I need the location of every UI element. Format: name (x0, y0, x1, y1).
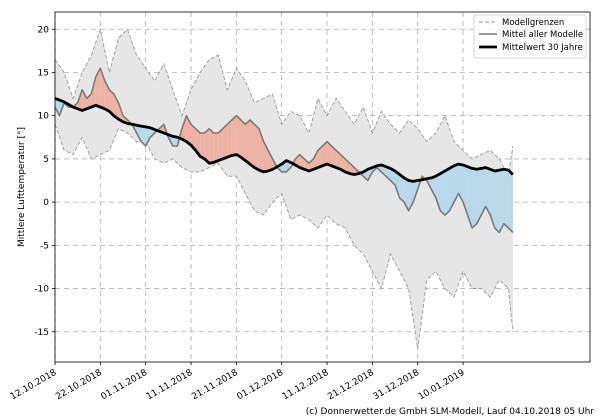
envelope-upper-line (54, 27, 514, 178)
y-tick-label: -10 (34, 285, 49, 295)
warm-anomaly-area (200, 132, 205, 159)
warm-anomaly-area (181, 115, 187, 142)
cold-anomaly-area (503, 169, 509, 229)
legend: Modellgrenzen Mittel aller Modelle Mitte… (473, 14, 587, 59)
warm-anomaly-area (340, 154, 346, 172)
x-tick-label: 11.11.2018 (145, 368, 195, 403)
warm-anomaly-area (227, 120, 232, 158)
cold-anomaly-area (472, 168, 477, 229)
cold-anomaly-area (172, 136, 178, 146)
warm-anomaly-area (109, 89, 114, 116)
y-axis: -15 -10 -5 0 5 10 15 20 (34, 25, 55, 338)
cold-anomaly-area (449, 165, 454, 211)
x-tick-label: 21.12.2018 (326, 368, 376, 403)
warm-anomaly-area (308, 158, 314, 172)
cold-anomaly-area (494, 170, 500, 233)
warm-anomaly-area (218, 128, 223, 161)
x-tick-label: 22.10.2018 (54, 368, 104, 403)
cold-anomaly-area (399, 174, 405, 203)
cold-anomaly-area (481, 167, 486, 216)
warm-anomaly-area (317, 145, 323, 168)
cold-anomaly-area (381, 164, 386, 177)
x-tick-label: 12.10.2018 (9, 368, 59, 403)
cold-anomaly-area (55, 98, 60, 116)
x-tick-label: 31.12.2018 (372, 368, 422, 403)
warm-anomaly-area (91, 76, 96, 108)
warm-anomaly-area (304, 158, 309, 172)
warm-anomaly-area (349, 163, 355, 175)
warm-anomaly-area (245, 120, 250, 165)
cold-anomaly-area (490, 169, 495, 229)
cold-anomaly-area (136, 125, 142, 142)
cold-anomaly-area (453, 164, 459, 203)
legend-label-limits: Modellgrenzen (502, 18, 564, 28)
warm-anomaly-area (213, 132, 219, 163)
warm-anomaly-area (222, 124, 228, 159)
envelope-lower-line (54, 124, 514, 350)
cold-anomaly-area (431, 176, 436, 198)
plot-frame (54, 11, 591, 363)
cold-anomaly-area (141, 126, 146, 146)
x-tick-label: 01.11.2018 (100, 368, 150, 403)
cold-anomaly-area (485, 167, 491, 216)
y-tick-label: 20 (38, 25, 50, 35)
y-tick-label: 15 (38, 68, 49, 78)
envelope-area (55, 29, 513, 350)
warm-anomaly-area (336, 150, 341, 170)
warm-anomaly-area (209, 128, 214, 164)
series-lines (54, 67, 514, 234)
cold-anomaly-area (467, 166, 473, 229)
warm-anomaly-area (236, 115, 241, 158)
cold-anomaly-area (440, 171, 445, 216)
warm-anomaly-area (322, 141, 328, 166)
x-tick-label: 11.12.2018 (281, 368, 331, 403)
cold-anomaly-area (404, 177, 409, 211)
y-tick-label: 10 (38, 112, 50, 122)
warm-anomaly-area (113, 94, 119, 120)
legend-label-mean: Mittel aller Modelle (502, 30, 583, 40)
warm-anomaly-area (95, 68, 101, 108)
model-envelope (54, 27, 514, 350)
cold-anomaly-area (499, 169, 504, 233)
climatology-line (54, 97, 514, 183)
y-tick-label: -5 (40, 241, 49, 251)
warm-anomaly-area (331, 145, 337, 168)
copyright-credit: (c) Donnerwetter.de GmbH SLM-Modell, Lau… (305, 407, 594, 417)
warm-anomaly-area (82, 89, 87, 111)
warm-anomaly-area (195, 128, 201, 157)
x-tick-label: 21.11.2018 (190, 368, 240, 403)
warm-anomaly-area (313, 150, 318, 170)
warm-anomaly-area (240, 120, 246, 161)
legend-box (473, 14, 587, 59)
cold-anomaly-area (444, 168, 450, 216)
cold-anomaly-area (395, 171, 400, 198)
warm-anomaly-area (231, 115, 237, 156)
y-axis-label: Mittlere Lufttemperatur [°] (17, 127, 27, 247)
warm-anomaly-area (191, 124, 196, 151)
cold-anomaly-area (286, 160, 291, 172)
warm-anomaly-area (249, 120, 255, 168)
x-axis: 12.10.201822.10.201801.11.201811.11.2018… (9, 362, 467, 402)
x-tick-label: 01.12.2018 (236, 368, 286, 403)
cold-anomaly-area (508, 170, 513, 233)
y-tick-label: 0 (43, 198, 49, 208)
y-tick-label: -15 (34, 328, 49, 338)
warm-anomaly-area (254, 124, 260, 171)
cold-anomaly-area (435, 173, 441, 211)
cold-anomaly-area (463, 164, 468, 216)
warm-anomaly-area (204, 128, 210, 164)
cold-anomaly-area (145, 126, 151, 146)
x-tick-label: 10.01.2019 (417, 368, 467, 403)
legend-label-clim: Mittelwert 30 Jahre (502, 43, 583, 53)
cold-anomaly-area (458, 164, 464, 203)
y-tick-label: 5 (43, 155, 49, 165)
warm-anomaly-area (327, 141, 332, 166)
cold-anomaly-area (476, 168, 482, 224)
warm-anomaly-area (268, 150, 273, 172)
